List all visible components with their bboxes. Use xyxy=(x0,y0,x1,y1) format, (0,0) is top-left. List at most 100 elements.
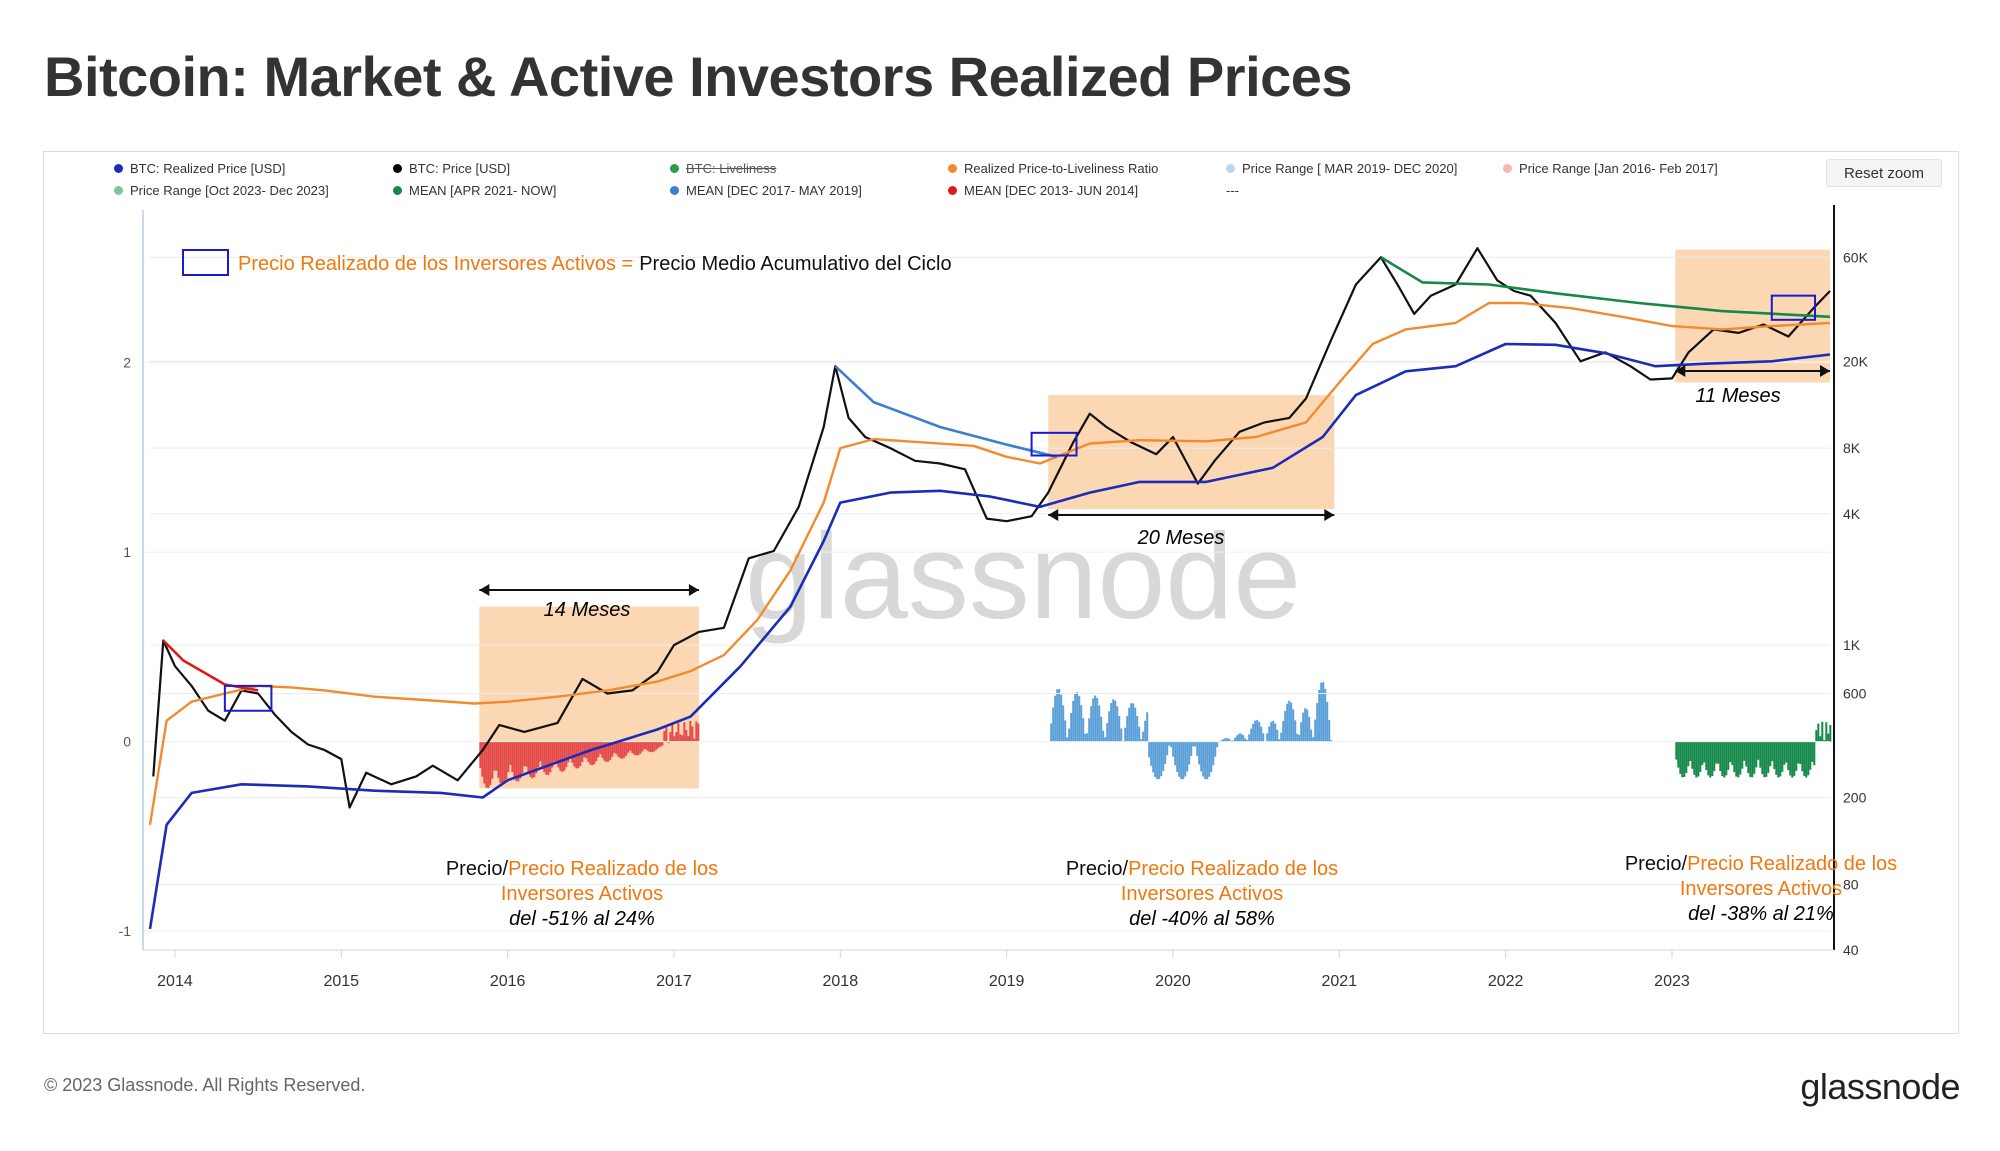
y-right-tick-label: 40 xyxy=(1843,942,1859,958)
legend-item-realized-price[interactable]: BTC: Realized Price [USD] xyxy=(114,161,285,176)
histogram-bar xyxy=(1773,741,1776,769)
histogram-bar xyxy=(1695,741,1698,778)
histogram-bar xyxy=(1783,741,1786,765)
y-right-tick-label: 200 xyxy=(1843,790,1867,806)
histogram-bar xyxy=(1248,734,1251,742)
y-left-tick-label: 0 xyxy=(123,734,131,750)
footer-copyright: © 2023 Glassnode. All Rights Reserved. xyxy=(44,1075,366,1095)
histogram-bar xyxy=(1320,682,1323,742)
histogram-bar xyxy=(1052,707,1055,742)
ratio-label-2-range: del -40% al 58% xyxy=(1129,908,1275,930)
histogram-bar xyxy=(1276,729,1279,742)
histogram-bar xyxy=(1713,741,1716,771)
histogram-bar xyxy=(693,738,696,742)
legend-item-range-2016[interactable]: Price Range [Jan 2016- Feb 2017] xyxy=(1503,161,1718,176)
histogram-bar xyxy=(1807,741,1810,776)
histogram-bar xyxy=(657,741,660,748)
histogram-bar xyxy=(1821,721,1824,742)
histogram-bar xyxy=(537,741,540,768)
legend-item-placeholder[interactable]: --- xyxy=(1226,183,1239,198)
reset-zoom-button[interactable]: Reset zoom xyxy=(1826,159,1942,187)
histogram-bar xyxy=(659,741,662,747)
histogram-bar xyxy=(1172,741,1175,757)
span-arrowhead-right xyxy=(1820,365,1830,377)
histogram-bar xyxy=(1216,741,1219,748)
histogram-bar xyxy=(1791,741,1794,778)
histogram-bar xyxy=(1144,720,1147,742)
histogram-bar xyxy=(1070,713,1073,742)
histogram-bar xyxy=(1719,741,1722,772)
histogram-bar xyxy=(1771,741,1774,762)
histogram-bar xyxy=(1208,741,1211,777)
histogram-bar xyxy=(1268,726,1271,742)
histogram-bar xyxy=(1100,716,1103,742)
legend-item-liveliness[interactable]: BTC: Liveliness xyxy=(670,161,776,176)
histogram-bar xyxy=(527,741,530,773)
y-right-tick-label: 60K xyxy=(1843,249,1869,265)
histogram-bar xyxy=(1200,741,1203,772)
histogram-bar xyxy=(1210,741,1213,772)
histogram-bar xyxy=(1733,741,1736,773)
histogram-bar xyxy=(1190,741,1193,756)
histogram-bar xyxy=(1278,739,1281,742)
legend-item-btc-price[interactable]: BTC: Price [USD] xyxy=(393,161,510,176)
histogram-bar xyxy=(1078,696,1081,742)
histogram-bar xyxy=(649,741,652,753)
histogram-bar xyxy=(1685,741,1688,774)
histogram-bar xyxy=(503,741,506,784)
legend-dot-icon xyxy=(670,186,679,195)
histogram-bar xyxy=(1727,741,1730,770)
histogram-bar xyxy=(1224,738,1227,742)
histogram-bar xyxy=(615,741,618,755)
legend-item-mean-2013[interactable]: MEAN [DEC 2013- JUN 2014] xyxy=(948,183,1138,198)
histogram-bar xyxy=(1088,718,1091,742)
histogram-bar xyxy=(1829,724,1832,742)
histogram-bar xyxy=(1811,741,1814,763)
legend-item-range-2023[interactable]: Price Range [Oct 2023- Dec 2023] xyxy=(114,183,329,198)
histogram-bar xyxy=(697,723,700,742)
histogram-bar xyxy=(675,732,678,742)
histogram-bar xyxy=(1310,729,1313,742)
histogram-bar xyxy=(1128,707,1131,742)
histogram-bar xyxy=(1316,703,1319,742)
histogram-bar xyxy=(1150,741,1153,766)
histogram-bar xyxy=(613,741,616,754)
histogram-bar xyxy=(511,741,514,773)
histogram-bar xyxy=(1116,706,1119,742)
histogram-bar xyxy=(521,741,524,774)
histogram-bar xyxy=(1152,741,1155,773)
series-line-3 xyxy=(162,639,259,692)
histogram-bar xyxy=(1242,735,1245,742)
histogram-bar xyxy=(673,736,676,742)
histogram-bar xyxy=(591,741,594,766)
histogram-bar xyxy=(555,741,558,763)
y-left-tick-label: 2 xyxy=(123,355,131,371)
histogram-bar xyxy=(1691,741,1694,769)
legend-dot-icon xyxy=(114,164,123,173)
histogram-bar xyxy=(1112,699,1115,742)
histogram-bar xyxy=(1731,741,1734,766)
histogram-bar xyxy=(1206,741,1209,780)
histogram-bar xyxy=(1328,719,1331,742)
legend-item-mean-2021[interactable]: MEAN [APR 2021- NOW] xyxy=(393,183,556,198)
histogram-bar xyxy=(1162,741,1165,771)
legend-item-range-2019[interactable]: Price Range [ MAR 2019- DEC 2020] xyxy=(1226,161,1457,176)
histogram-bar xyxy=(1318,690,1321,742)
histogram-bar xyxy=(1825,722,1828,742)
histogram-bar xyxy=(1138,726,1141,742)
histogram-bar xyxy=(549,741,552,773)
histogram-bar xyxy=(1699,741,1702,773)
histogram-bar xyxy=(1813,741,1816,766)
histogram-bar xyxy=(1785,741,1788,763)
chart-legend: BTC: Realized Price [USD] BTC: Price [US… xyxy=(114,161,1814,205)
legend-dot-icon xyxy=(393,186,402,195)
legend-item-mean-2017[interactable]: MEAN [DEC 2017- MAY 2019] xyxy=(670,183,862,198)
histogram-bar xyxy=(1130,703,1133,742)
histogram-bar xyxy=(1050,723,1053,742)
legend-label: BTC: Realized Price [USD] xyxy=(130,161,286,176)
histogram-bar xyxy=(633,741,636,755)
legend-item-active-realized[interactable]: Realized Price-to-Liveliness Ratio xyxy=(948,161,1158,176)
histogram-bar xyxy=(1154,741,1157,778)
histogram-bar xyxy=(1076,692,1079,742)
histogram-bar xyxy=(1681,741,1684,778)
